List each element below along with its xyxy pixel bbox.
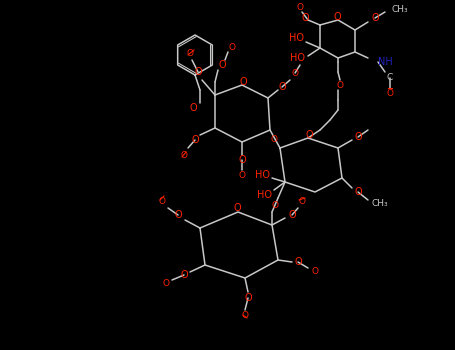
Text: O: O bbox=[238, 155, 246, 165]
Text: O: O bbox=[218, 60, 226, 70]
Text: O: O bbox=[294, 257, 302, 267]
Text: O: O bbox=[162, 279, 170, 287]
Text: O: O bbox=[271, 135, 278, 145]
Text: O: O bbox=[386, 89, 394, 98]
Text: O: O bbox=[174, 210, 182, 220]
Text: O: O bbox=[337, 80, 344, 90]
Text: CH₃: CH₃ bbox=[372, 199, 389, 209]
Text: O: O bbox=[371, 13, 379, 23]
Text: O: O bbox=[298, 197, 305, 206]
Text: O: O bbox=[239, 77, 247, 87]
Text: O: O bbox=[354, 187, 362, 197]
Text: O: O bbox=[242, 310, 248, 320]
Text: O: O bbox=[244, 293, 252, 303]
Text: O: O bbox=[305, 130, 313, 140]
Text: O: O bbox=[272, 201, 278, 210]
Text: HO: HO bbox=[255, 170, 270, 180]
Text: O: O bbox=[301, 13, 309, 23]
Text: O: O bbox=[194, 67, 202, 77]
Text: O: O bbox=[354, 132, 362, 142]
Text: O: O bbox=[312, 267, 318, 276]
Text: O: O bbox=[189, 103, 197, 113]
Text: HO: HO bbox=[257, 190, 272, 200]
Text: O: O bbox=[333, 12, 341, 22]
Text: O: O bbox=[158, 197, 166, 206]
Text: O: O bbox=[278, 82, 286, 92]
Text: O: O bbox=[238, 170, 246, 180]
Text: O: O bbox=[288, 210, 296, 220]
Text: O: O bbox=[191, 135, 199, 145]
Text: O: O bbox=[233, 203, 241, 213]
Text: O: O bbox=[180, 270, 188, 280]
Text: O: O bbox=[228, 42, 236, 51]
Text: O: O bbox=[187, 49, 193, 57]
Text: HO: HO bbox=[289, 33, 304, 43]
Text: O: O bbox=[181, 150, 187, 160]
Text: O: O bbox=[297, 4, 303, 13]
Text: NH: NH bbox=[378, 57, 393, 67]
Text: HO: HO bbox=[290, 53, 305, 63]
Text: O: O bbox=[292, 69, 298, 77]
Text: C: C bbox=[387, 74, 393, 83]
Text: CH₃: CH₃ bbox=[392, 5, 409, 14]
